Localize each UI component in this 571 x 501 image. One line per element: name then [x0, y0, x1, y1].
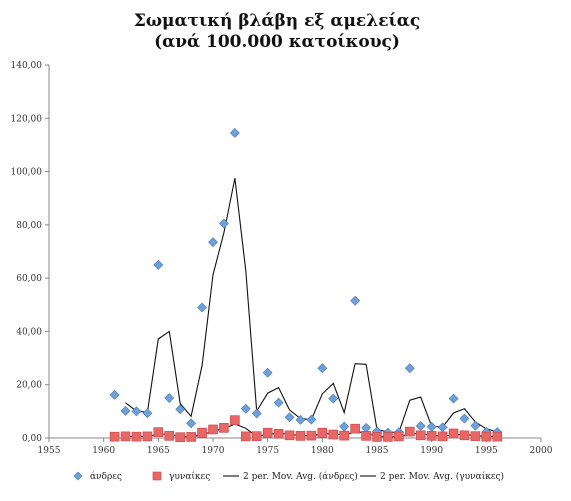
x-tick-label: 1970 — [202, 446, 225, 456]
legend-label-2: 2 per. Mov. Avg. (άνδρες) — [243, 471, 358, 482]
data-point-gynaikes — [175, 432, 185, 443]
data-point-andres — [175, 404, 186, 415]
data-point-gynaikes — [350, 423, 360, 434]
y-tick-label: 100,00 — [11, 168, 43, 178]
data-point-andres — [361, 422, 371, 433]
data-point-andres — [470, 420, 481, 431]
data-point-gynaikes — [284, 430, 295, 441]
data-point-gynaikes — [426, 431, 437, 441]
data-point-andres — [273, 397, 284, 408]
y-tick-label: 140,00 — [11, 61, 43, 71]
x-tick-label: 1965 — [147, 446, 170, 456]
data-point-andres — [131, 406, 142, 417]
data-point-andres — [262, 367, 273, 378]
legend-swatch-andres — [73, 471, 83, 481]
y-tick-label: 40,00 — [16, 327, 42, 337]
data-point-gynaikes — [273, 428, 284, 439]
y-tick-label: 0,00 — [22, 434, 42, 444]
data-point-gynaikes — [306, 430, 317, 441]
data-point-andres — [284, 412, 295, 423]
data-point-gynaikes — [448, 428, 459, 439]
legend: άνδρες γυναίκες 2 per. Mov. Avg. (άνδρες) 2… — [73, 471, 504, 482]
data-point-gynaikes — [230, 415, 240, 425]
data-point-gynaikes — [394, 431, 404, 442]
data-point-gynaikes — [459, 430, 470, 441]
data-point-andres — [197, 302, 207, 313]
y-tick-label: 120,00 — [11, 114, 43, 124]
data-point-gynaikes — [142, 431, 153, 442]
x-tick-label: 2000 — [530, 446, 553, 456]
data-point-andres — [109, 389, 120, 400]
data-point-gynaikes — [197, 427, 207, 438]
data-point-gynaikes — [383, 432, 393, 442]
data-point-gynaikes — [404, 426, 415, 437]
data-point-andres — [415, 421, 426, 431]
legend-label-0: άνδρες — [90, 471, 122, 482]
x-tick-label: 1980 — [311, 446, 334, 456]
data-point-andres — [251, 408, 262, 419]
data-point-gynaikes — [339, 430, 350, 441]
y-tick-label: 60,00 — [16, 274, 42, 284]
data-point-andres — [208, 237, 218, 248]
legend-label-3: 2 per. Mov. Avg. (γυναίκες) — [380, 471, 504, 482]
x-tick-label: 1955 — [38, 446, 61, 456]
data-point-andres — [426, 421, 437, 432]
moving-average-lines — [125, 178, 498, 438]
x-tick-label: 1995 — [475, 446, 498, 456]
data-point-gynaikes — [470, 431, 481, 441]
data-point-gynaikes — [415, 430, 426, 441]
data-point-andres — [350, 295, 361, 306]
data-point-gynaikes — [241, 431, 251, 442]
data-point-gynaikes — [437, 431, 448, 442]
data-point-gynaikes — [120, 431, 131, 442]
data-point-andres — [317, 363, 328, 374]
data-point-gynaikes — [262, 427, 273, 438]
data-point-andres — [229, 128, 240, 138]
data-point-andres — [328, 393, 339, 404]
data-point-gynaikes — [295, 431, 306, 441]
data-point-gynaikes — [131, 431, 142, 442]
data-point-gynaikes — [481, 431, 492, 442]
data-point-gynaikes — [219, 423, 229, 433]
data-point-andres — [448, 393, 459, 404]
data-point-andres — [339, 421, 350, 432]
data-point-gynaikes — [372, 432, 382, 442]
x-tick-label: 1975 — [256, 446, 279, 456]
data-markers — [109, 128, 503, 443]
data-point-gynaikes — [328, 429, 339, 440]
legend-swatch-gynaikes — [152, 471, 162, 481]
x-tick-label: 1985 — [366, 446, 389, 456]
chart-title-line-1: Σωματική βλάβη εξ αμελείας — [134, 11, 420, 31]
data-point-andres — [153, 259, 164, 270]
moving-average-line-2 — [125, 178, 498, 433]
data-point-andres — [142, 408, 153, 419]
data-point-andres — [295, 414, 306, 425]
data-point-andres — [186, 418, 197, 429]
y-tick-label: 80,00 — [16, 221, 42, 231]
y-tick-label: 20,00 — [16, 381, 42, 391]
data-point-andres — [120, 405, 131, 416]
data-point-andres — [164, 393, 175, 403]
x-tick-label: 1960 — [92, 446, 115, 456]
data-point-andres — [437, 422, 448, 433]
data-point-gynaikes — [251, 431, 262, 441]
legend-label-1: γυναίκες — [169, 471, 210, 482]
data-point-andres — [240, 403, 251, 414]
data-point-andres — [306, 414, 317, 425]
data-point-gynaikes — [317, 427, 328, 438]
data-point-gynaikes — [361, 431, 371, 441]
data-point-andres — [459, 413, 470, 424]
x-tick-label: 1990 — [420, 446, 443, 456]
data-point-gynaikes — [208, 424, 218, 435]
data-point-gynaikes — [492, 431, 503, 442]
data-point-gynaikes — [186, 432, 196, 442]
data-point-andres — [404, 363, 415, 374]
chart-title-line-2: (ανά 100.000 κατοίκους) — [154, 32, 400, 52]
data-point-gynaikes — [109, 431, 120, 442]
data-point-gynaikes — [153, 427, 164, 437]
data-point-andres — [219, 218, 229, 229]
axes: 0,00 20,00 40,00 60,00 80,00 100,00 120,00 140,… — [11, 61, 553, 456]
data-point-gynaikes — [164, 431, 175, 441]
